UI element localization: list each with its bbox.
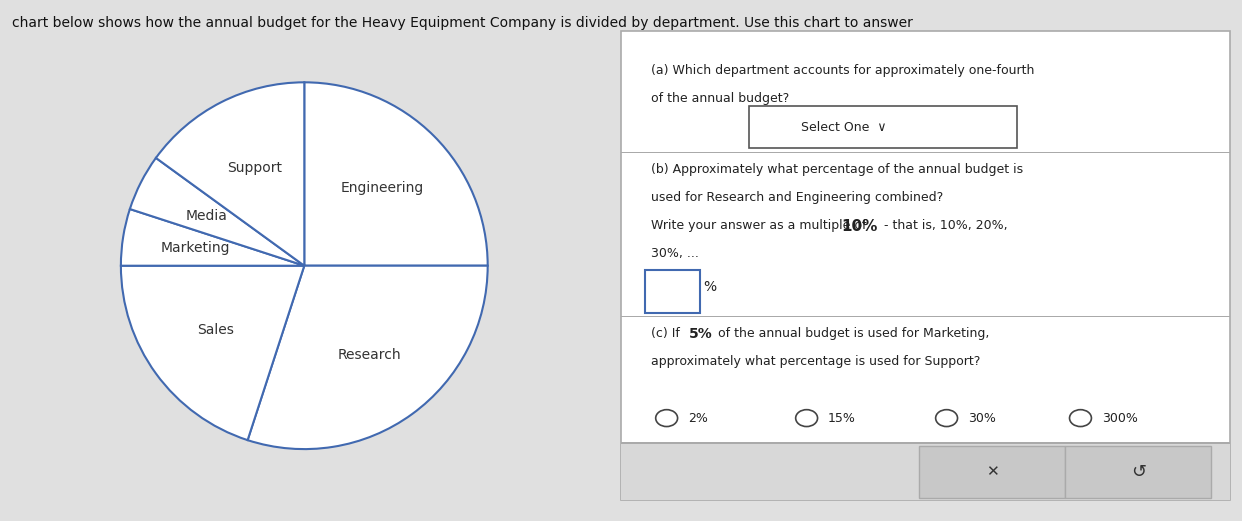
Text: 30%, ...: 30%, ... [651,247,699,260]
Wedge shape [304,82,488,266]
FancyBboxPatch shape [621,31,1230,500]
Text: (c) If: (c) If [651,327,684,340]
Text: Media: Media [185,209,227,223]
Wedge shape [120,266,304,440]
FancyBboxPatch shape [621,444,1230,500]
FancyBboxPatch shape [1066,446,1211,498]
Text: approximately what percentage is used for Support?: approximately what percentage is used fo… [651,355,981,368]
Text: Sales: Sales [196,324,233,338]
Text: %: % [703,280,717,294]
Text: Research: Research [337,348,401,362]
Text: Support: Support [227,160,282,175]
FancyBboxPatch shape [919,446,1066,498]
Text: (a) Which department accounts for approximately one-fourth: (a) Which department accounts for approx… [651,64,1035,77]
Text: ↺: ↺ [1130,463,1146,481]
Text: Marketing: Marketing [161,242,230,255]
Text: 15%: 15% [828,412,856,425]
Text: ✕: ✕ [986,465,999,479]
Text: of the annual budget is used for Marketing,: of the annual budget is used for Marketi… [713,327,989,340]
Text: 2%: 2% [688,412,708,425]
Text: chart below shows how the annual budget for the Heavy Equipment Company is divid: chart below shows how the annual budget … [12,16,913,30]
Wedge shape [130,158,304,266]
Text: 5%: 5% [689,327,713,341]
FancyBboxPatch shape [646,270,700,313]
Text: Write your answer as a multiple of: Write your answer as a multiple of [651,219,871,232]
FancyBboxPatch shape [621,442,1230,444]
Text: - that is, 10%, 20%,: - that is, 10%, 20%, [879,219,1007,232]
Wedge shape [247,266,488,449]
FancyBboxPatch shape [621,316,1230,317]
Text: 30%: 30% [968,412,996,425]
Text: used for Research and Engineering combined?: used for Research and Engineering combin… [651,191,944,204]
Text: of the annual budget?: of the annual budget? [651,92,790,105]
Wedge shape [156,82,304,266]
FancyBboxPatch shape [621,152,1230,153]
Text: (b) Approximately what percentage of the annual budget is: (b) Approximately what percentage of the… [651,163,1023,176]
FancyBboxPatch shape [749,106,1016,148]
Text: Engineering: Engineering [340,181,424,195]
Text: 300%: 300% [1102,412,1138,425]
Wedge shape [120,209,304,266]
Text: Select One  ∨: Select One ∨ [801,121,886,134]
Text: 10%: 10% [841,219,878,234]
